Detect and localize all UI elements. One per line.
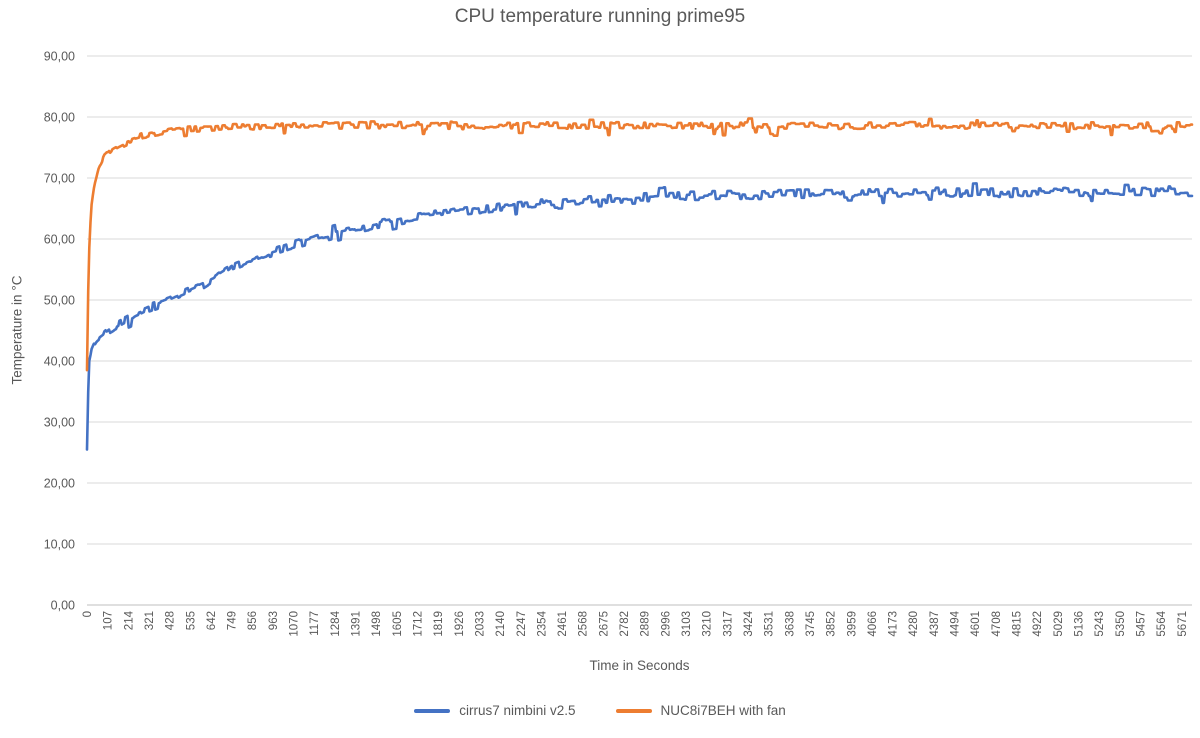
- x-tick-label: 2996: [660, 611, 672, 637]
- y-tick-labels: 0,00 10,00 20,00 30,00 40,00 50,00 60,00 70,00 8…: [44, 50, 75, 613]
- x-tick-label: 107: [103, 611, 115, 630]
- x-tick-label: 3745: [805, 611, 817, 637]
- y-tick-label: 20,00: [44, 477, 75, 491]
- x-tick-label: 963: [268, 611, 280, 630]
- x-tick-label: 2568: [578, 611, 590, 637]
- x-tick-label: 1284: [330, 610, 342, 636]
- x-tick-label: 321: [144, 611, 156, 630]
- x-tick-label: 3852: [826, 611, 838, 637]
- y-tick-label: 70,00: [44, 172, 75, 186]
- x-tick-label: 2033: [474, 611, 486, 637]
- x-tick-label: 428: [165, 611, 177, 630]
- x-tick-label: 3424: [743, 610, 755, 636]
- x-tick-label: 1605: [392, 611, 404, 637]
- x-tick-label: 2461: [557, 611, 569, 637]
- x-tick-label: 5671: [1177, 611, 1189, 637]
- x-tick-label: 1391: [351, 611, 363, 637]
- x-tick-label: 2782: [619, 611, 631, 637]
- y-tick-label: 40,00: [44, 355, 75, 369]
- x-tick-label: 0: [82, 611, 94, 617]
- x-tick-label: 3638: [784, 611, 796, 637]
- x-tick-label: 856: [247, 611, 259, 630]
- x-tick-label: 5243: [1094, 611, 1106, 637]
- x-tick-labels: 0 107 214 321 428 535 642 749 856 963 1070 1177 1284…: [82, 610, 1189, 636]
- x-tick-label: 214: [123, 610, 135, 630]
- x-tick-label: 1712: [412, 611, 424, 637]
- y-tick-label: 90,00: [44, 50, 75, 64]
- y-tick-label: 80,00: [44, 111, 75, 125]
- x-tick-label: 5136: [1073, 611, 1085, 637]
- x-axis-title: Time in Seconds: [589, 658, 690, 673]
- legend-label: cirrus7 nimbini v2.5: [459, 703, 576, 718]
- x-tick-label: 1498: [371, 611, 383, 637]
- x-tick-label: 1177: [309, 611, 321, 636]
- legend-line-swatch-orange: [615, 708, 652, 713]
- x-tick-label: 5457: [1135, 611, 1147, 637]
- x-tick-label: 5350: [1115, 611, 1127, 637]
- x-tick-label: 4387: [929, 611, 941, 637]
- y-tick-label: 0,00: [51, 599, 75, 613]
- x-tick-label: 3210: [702, 611, 714, 637]
- legend-item-nuc8i7beh: NUC8i7BEH with fan: [615, 703, 786, 718]
- chart-title: CPU temperature running prime95: [454, 6, 746, 27]
- x-tick-label: 1926: [454, 611, 466, 637]
- x-tick-label: 1819: [433, 611, 445, 637]
- x-tick-label: 3103: [681, 611, 693, 637]
- x-tick-label: 4280: [908, 611, 920, 637]
- x-tick-label: 4494: [950, 610, 962, 636]
- x-tick-label: 2354: [536, 610, 548, 636]
- x-tick-label: 5564: [1156, 610, 1168, 636]
- x-tick-label: 2675: [598, 611, 610, 637]
- y-tick-label: 60,00: [44, 233, 75, 247]
- x-tick-label: 2889: [640, 611, 652, 637]
- x-tick-label: 535: [185, 611, 197, 630]
- x-tick-label: 1070: [289, 611, 301, 637]
- legend-item-cirrus7: cirrus7 nimbini v2.5: [414, 703, 576, 718]
- x-tick-label: 4601: [970, 611, 982, 637]
- x-tick-label: 642: [206, 611, 218, 630]
- y-tick-label: 30,00: [44, 416, 75, 430]
- x-tick-label: 749: [227, 611, 239, 630]
- x-tick-label: 4066: [867, 611, 879, 637]
- gridlines: [87, 55, 1192, 545]
- y-tick-label: 10,00: [44, 538, 75, 552]
- x-tick-label: 2247: [516, 611, 528, 637]
- x-tick-label: 3531: [764, 611, 776, 637]
- x-tick-label: 2140: [495, 611, 507, 637]
- series-line-cirrus7-nimbini-v2-5: [85, 182, 1194, 451]
- x-tick-label: 4708: [991, 611, 1003, 637]
- legend-line-swatch-blue: [414, 708, 451, 713]
- series-line-nuc8i7beh-with-fan: [85, 117, 1194, 372]
- x-tick-label: 3959: [846, 611, 858, 637]
- x-tick-label: 5029: [1053, 611, 1065, 637]
- legend: cirrus7 nimbini v2.5 NUC8i7BEH with fan: [0, 703, 1200, 718]
- x-tick-label: 4922: [1032, 611, 1044, 637]
- y-tick-label: 50,00: [44, 294, 75, 308]
- legend-label: NUC8i7BEH with fan: [660, 703, 786, 718]
- x-tick-label: 3317: [722, 611, 734, 637]
- x-tick-label: 4815: [1012, 611, 1024, 637]
- x-tick-label: 4173: [888, 611, 900, 637]
- y-axis-title: Temperature in °C: [9, 275, 25, 385]
